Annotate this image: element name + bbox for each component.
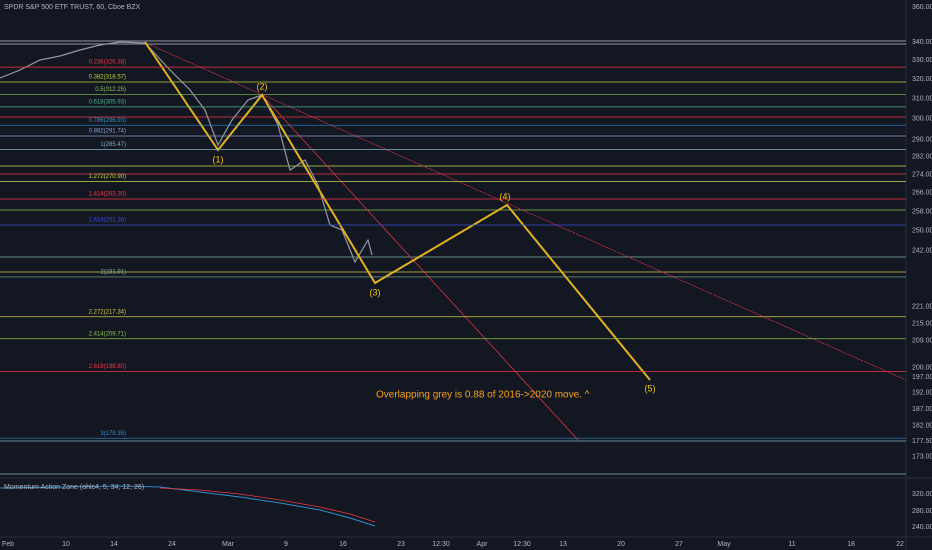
time-label: 23	[397, 541, 405, 548]
price-label: 192.00	[912, 390, 932, 397]
price-label: 173.00	[912, 454, 932, 461]
price-label: 221.00	[912, 303, 932, 310]
indicator-axis-label: 240.00	[912, 524, 932, 531]
time-label: 10	[62, 541, 70, 548]
fib-label: 0.382(318.57)	[89, 75, 126, 81]
time-label: 18	[847, 541, 855, 548]
price-label: 182.00	[912, 423, 932, 430]
time-label: 12:30	[513, 541, 531, 548]
indicator-axis-label: 280.00	[912, 508, 932, 515]
fib-label: 0.5(312.25)	[95, 87, 126, 93]
indicator-line	[159, 487, 376, 523]
time-label: 27	[675, 541, 683, 548]
indicator-title: Momentum Action Zone (ohlc4, 5, 34, 12, …	[4, 484, 144, 491]
indicator-line	[0, 485, 376, 527]
price-label: 320.00	[912, 76, 932, 83]
time-label: 13	[559, 541, 567, 548]
time-label: May	[717, 541, 731, 548]
wave-label: (1)	[213, 154, 224, 164]
wave-label: (2)	[257, 81, 268, 91]
price-label: 250.00	[912, 228, 932, 235]
price-label: 274.00	[912, 171, 932, 178]
time-label: 12:30	[432, 541, 450, 548]
annotation: Overlapping grey is 0.88 of 2016->2020 m…	[376, 390, 590, 401]
fib-label: 0.618(305.93)	[89, 99, 126, 105]
time-label: Feb	[2, 541, 14, 548]
dynamic-layer: 360.00 340.00 330.00 320.00 310.00 300.00 290.…	[0, 4, 932, 548]
price-label: 209.00	[912, 338, 932, 345]
fib-label: 3(178.35)	[100, 431, 126, 437]
price-label: 200.00	[912, 365, 932, 372]
price-label: 300.00	[912, 116, 932, 123]
fib-label: 1.272(270.90)	[89, 174, 126, 180]
time-label: 16	[339, 541, 347, 548]
trend-line	[147, 43, 907, 381]
price-label: 258.00	[912, 208, 932, 215]
price-label: 330.00	[912, 57, 932, 64]
price-label: 266.00	[912, 190, 932, 197]
time-label: 11	[788, 541, 795, 548]
fib-label: 2(231.91)	[100, 270, 126, 276]
wave-label: (5)	[645, 383, 656, 393]
price-label: 360.00	[912, 4, 932, 11]
indicator-axis-label: 320.00	[912, 491, 932, 498]
price-label: 290.00	[912, 137, 932, 144]
time-label: 20	[617, 541, 625, 548]
trend-line	[261, 94, 579, 441]
price-label: 282.00	[912, 154, 932, 161]
fib-label: 0.882(291.74)	[89, 129, 126, 135]
price-label: 177.50	[912, 438, 932, 445]
price-label: 197.00	[912, 374, 932, 381]
time-label: 22	[896, 541, 904, 548]
wave-label: (3)	[370, 287, 381, 297]
elliott-wave	[144, 41, 651, 381]
fib-label: 2.414(209.71)	[89, 331, 126, 337]
wave-label: (4)	[500, 191, 511, 201]
fib-label: 1.618(252.38)	[89, 218, 126, 224]
fib-label: 2.272(217.34)	[89, 309, 126, 315]
time-label: 9	[284, 541, 288, 548]
fib-label: 2.618(198.80)	[89, 364, 126, 370]
price-label: 215.00	[912, 320, 932, 327]
fib-label: 0.236(326.38)	[89, 60, 126, 66]
time-label: 14	[110, 541, 118, 548]
chart-title: SPDR S&P 500 ETF TRUST, 60, Cboe BZX	[4, 4, 141, 11]
price-candles	[0, 41, 373, 264]
price-label: 187.00	[912, 406, 932, 413]
price-label: 310.00	[912, 96, 932, 103]
time-label: 24	[168, 541, 176, 548]
fib-label: 1(285.47)	[100, 142, 126, 148]
price-label: 242.00	[912, 248, 932, 255]
fib-label: 0.786(296.93)	[89, 118, 126, 124]
price-label: 340.00	[912, 39, 932, 46]
time-label: Mar	[222, 541, 235, 548]
time-label: Apr	[477, 541, 489, 548]
fib-label: 1.414(263.30)	[89, 192, 126, 198]
